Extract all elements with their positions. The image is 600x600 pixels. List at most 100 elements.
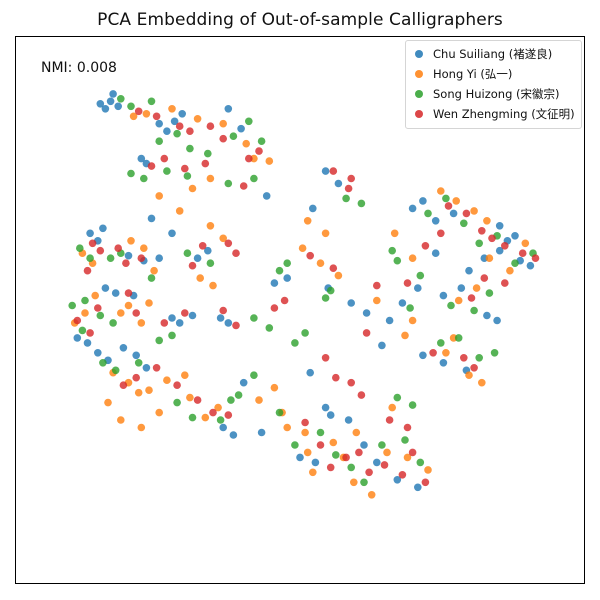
- point-wen-zhengming-31: [119, 381, 128, 390]
- point-hong-yi-70: [321, 229, 330, 238]
- point-hong-yi-9: [188, 184, 197, 193]
- point-hong-yi-44: [309, 468, 317, 477]
- point-wen-zhengming-5: [219, 134, 227, 143]
- point-wen-zhengming-9: [160, 154, 169, 163]
- point-wen-zhengming-69: [232, 249, 240, 257]
- legend-marker-wen-zhengming: [415, 110, 423, 118]
- point-hong-yi-57: [521, 239, 530, 248]
- point-wen-zhengming-33: [152, 364, 161, 372]
- point-hong-yi-5: [242, 139, 250, 148]
- legend-marker-hong-yi: [415, 70, 423, 78]
- point-chu-suiliang-17: [99, 224, 107, 233]
- point-chu-suiliang-72: [362, 309, 371, 317]
- point-hong-yi-75: [117, 416, 125, 424]
- point-song-huizong-67: [393, 256, 402, 265]
- point-song-huizong-10: [127, 169, 135, 178]
- point-chu-suiliang-4: [109, 90, 117, 98]
- point-song-huizong-5: [186, 144, 194, 153]
- point-song-huizong-65: [406, 304, 414, 312]
- point-chu-suiliang-49: [373, 458, 381, 467]
- point-wen-zhengming-11: [201, 159, 210, 168]
- point-chu-suiliang-12: [237, 124, 245, 133]
- point-wen-zhengming-72: [347, 174, 356, 183]
- point-wen-zhengming-30: [232, 321, 240, 330]
- point-chu-suiliang-75: [147, 214, 156, 223]
- legend-marker-chu-suiliang: [415, 50, 423, 58]
- point-chu-suiliang-5: [155, 119, 163, 128]
- legend-label-hong-yi: Hong Yi (弘一): [433, 67, 513, 81]
- point-song-huizong-39: [234, 391, 243, 399]
- point-chu-suiliang-15: [86, 229, 94, 238]
- point-wen-zhengming-66: [321, 354, 330, 362]
- point-song-huizong-44: [332, 451, 340, 459]
- point-chu-suiliang-65: [419, 351, 427, 360]
- point-song-huizong-77: [301, 329, 309, 337]
- point-wen-zhengming-67: [332, 373, 340, 382]
- point-chu-suiliang-68: [483, 311, 491, 320]
- point-hong-yi-78: [388, 403, 397, 412]
- point-song-huizong-12: [163, 167, 171, 175]
- point-chu-suiliang-20: [155, 254, 163, 262]
- legend: Chu Suiliang (褚遂良) Hong Yi (弘一) Song Hui…: [405, 40, 582, 129]
- point-wen-zhengming-59: [501, 279, 509, 287]
- point-song-huizong-59: [447, 301, 455, 310]
- point-hong-yi-54: [470, 207, 478, 215]
- point-song-huizong-53: [475, 239, 484, 248]
- point-song-huizong-8: [245, 117, 253, 126]
- point-hong-yi-10: [155, 192, 163, 200]
- point-song-huizong-17: [86, 254, 94, 262]
- point-wen-zhengming-52: [478, 227, 486, 235]
- point-wen-zhengming-41: [342, 453, 350, 462]
- point-wen-zhengming-54: [501, 242, 509, 250]
- legend-label-song-huizong: Song Huizong (宋徽宗): [433, 87, 560, 101]
- point-hong-yi-14: [127, 237, 135, 245]
- point-wen-zhengming-49: [357, 391, 366, 399]
- point-hong-yi-59: [472, 284, 481, 292]
- point-hong-yi-64: [401, 331, 409, 340]
- point-wen-zhengming-51: [462, 209, 471, 218]
- point-wen-zhengming-78: [385, 416, 394, 424]
- point-hong-yi-63: [408, 316, 417, 325]
- point-chu-suiliang-13: [262, 192, 271, 200]
- point-chu-suiliang-44: [257, 428, 266, 437]
- point-hong-yi-39: [270, 383, 279, 392]
- point-song-huizong-29: [155, 336, 163, 345]
- point-song-huizong-30: [168, 331, 176, 340]
- point-chu-suiliang-39: [306, 368, 315, 377]
- point-song-huizong-22: [206, 259, 215, 267]
- point-hong-yi-52: [437, 187, 445, 195]
- point-wen-zhengming-43: [365, 468, 373, 477]
- point-wen-zhengming-27: [160, 319, 169, 327]
- point-wen-zhengming-10: [181, 164, 189, 173]
- point-hong-yi-28: [145, 299, 153, 307]
- point-chu-suiliang-43: [229, 431, 238, 439]
- point-chu-suiliang-38: [239, 378, 248, 387]
- point-hong-yi-1: [142, 110, 151, 118]
- point-chu-suiliang-60: [439, 291, 448, 300]
- point-song-huizong-25: [68, 301, 76, 310]
- point-song-huizong-57: [485, 289, 494, 297]
- point-wen-zhengming-1: [152, 112, 161, 121]
- point-song-huizong-50: [424, 209, 432, 218]
- point-song-huizong-62: [475, 354, 484, 362]
- point-chu-suiliang-46: [311, 458, 320, 467]
- point-hong-yi-8: [206, 174, 215, 183]
- point-hong-yi-72: [206, 222, 215, 230]
- point-wen-zhengming-40: [326, 463, 335, 472]
- point-song-huizong-46: [360, 478, 368, 487]
- point-chu-suiliang-7: [170, 117, 179, 126]
- point-song-huizong-73: [265, 324, 274, 332]
- point-hong-yi-2: [168, 105, 176, 113]
- point-chu-suiliang-74: [283, 274, 292, 282]
- point-chu-suiliang-35: [119, 344, 128, 352]
- point-song-huizong-33: [111, 366, 120, 375]
- point-chu-suiliang-51: [414, 483, 422, 492]
- point-song-huizong-35: [173, 398, 181, 407]
- point-hong-yi-53: [452, 197, 461, 205]
- point-wen-zhengming-23: [86, 329, 94, 337]
- point-song-huizong-49: [416, 458, 425, 467]
- point-wen-zhengming-22: [73, 316, 82, 325]
- point-wen-zhengming-74: [421, 242, 430, 250]
- point-wen-zhengming-45: [398, 471, 407, 479]
- point-hong-yi-7: [265, 157, 274, 165]
